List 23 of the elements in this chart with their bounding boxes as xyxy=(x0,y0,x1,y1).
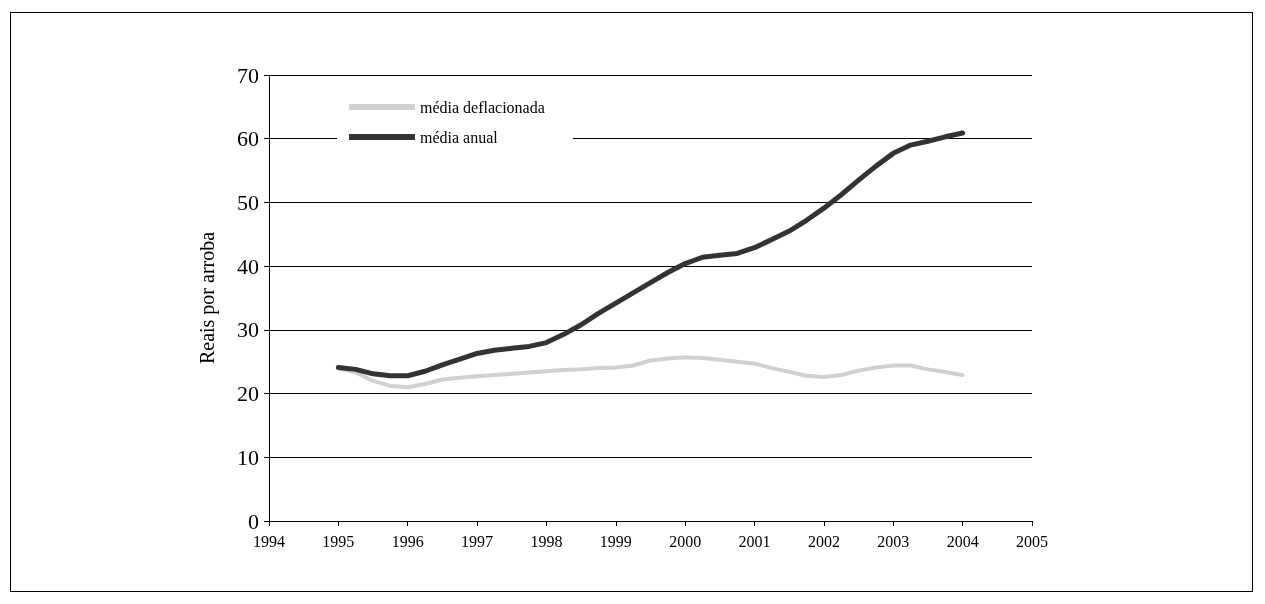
y-tick-label: 30 xyxy=(237,317,259,343)
y-tick-label: 50 xyxy=(237,189,259,215)
x-tick-label: 1998 xyxy=(530,532,563,550)
legend-label: média deflacionada xyxy=(420,98,545,116)
x-tick-label: 1994 xyxy=(253,532,285,550)
y-axis-title: Reais por arroba xyxy=(196,231,219,365)
x-tick-label: 2002 xyxy=(807,532,840,550)
y-tick-label: 40 xyxy=(237,253,259,279)
x-tick-label: 2003 xyxy=(877,532,910,550)
y-tick-label: 20 xyxy=(237,381,259,407)
x-tick-label: 2000 xyxy=(669,532,702,550)
x-tick-label: 1996 xyxy=(391,532,424,550)
x-tick-label: 1997 xyxy=(461,532,494,550)
x-tick-label: 1995 xyxy=(322,532,355,550)
y-tick-label: 10 xyxy=(237,444,259,470)
x-tick-label: 2001 xyxy=(738,532,771,550)
x-tick-label: 1999 xyxy=(599,532,632,550)
x-tick-label: 2004 xyxy=(946,532,979,550)
y-tick-label: 60 xyxy=(237,126,259,152)
y-tick-label: 0 xyxy=(248,508,259,534)
legend-label: média anual xyxy=(420,128,499,146)
y-tick-label: 70 xyxy=(237,62,259,88)
x-tick-label: 2005 xyxy=(1016,532,1048,550)
